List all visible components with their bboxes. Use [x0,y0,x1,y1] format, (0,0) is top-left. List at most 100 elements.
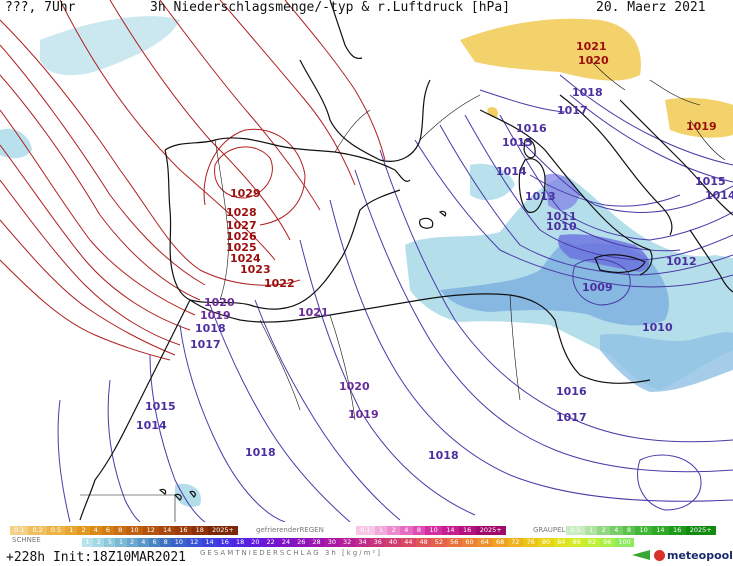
snow-area-balkan [665,97,733,138]
isobar-high [0,44,206,286]
brand-arrow-icon [632,550,650,560]
pressure-label-high: 1020 [578,54,609,67]
coast-morocco-atlantic [79,299,191,521]
graupel-legend-swatch: 14 [652,526,669,535]
precip-area-atlantic-nw [40,16,180,76]
isobar-low [379,149,733,443]
graupel-legend-title: GRAUPEL [533,526,566,534]
island-sicily [594,254,646,273]
map-date: 20. Maerz 2021 [596,0,706,15]
pressure-label-low: 1018 [195,322,226,335]
coast-iberia-north [164,137,411,182]
border [589,59,626,91]
total-legend-swatch: 20 [247,538,264,547]
total-legend-swatch: 80 [538,538,554,547]
coast-italy-adriatic [559,94,673,236]
isobar-low [569,94,733,183]
isobar-low [479,89,566,113]
snow-legend-swatch: 2025+ [207,526,239,535]
pressure-label-low: 1017 [190,338,221,351]
pressure-label-high: 1028 [226,206,257,219]
isobars-low [57,74,733,523]
model-run-info: +228h Init:18Z10MAR2021 [6,550,187,565]
snow-legend-swatch: 8 [114,526,127,535]
graupel-legend-swatch: 4 [610,526,623,535]
snow-legend-swatch: 4 [89,526,102,535]
pressure-label-low: 1016 [556,385,587,398]
border [419,94,481,141]
isobar-low-closed [572,258,631,306]
brand-name: meteopool.org [667,548,733,562]
total-legend-swatch: 6 [148,538,161,547]
total-legend-swatch: 44 [400,538,416,547]
pressure-label-high: 1029 [230,187,261,200]
pressure-label-low: 1010 [642,321,673,334]
pressure-label-high: 1023 [240,263,271,276]
island-menorca [438,210,447,217]
precip-area-atlantic-w [0,128,32,159]
canary-islands [158,488,196,501]
isobar-high [0,259,171,361]
pressure-label-low: 1018 [245,446,276,459]
isobar-low [354,169,733,473]
isobar-low [149,354,206,523]
total-legend-swatch: 48 [416,538,432,547]
isobar-low [529,174,681,207]
freezing-rain-scale: 0.1 1 2 4 8 10 14 16 2025+ [356,526,506,535]
pressure-label-low: 1020 [339,380,370,393]
total-precip-scale: 1 2 5 1 2 4 6 8 10 12 14 16 18 20 22 24 26 28 30 32 34 36 40 44… [82,538,635,547]
coastlines [79,0,733,521]
isobar-low [254,299,401,521]
border [689,119,726,161]
brand-dot-icon [654,549,665,561]
pressure-label-high: 1021 [576,40,607,53]
graupel-legend-swatch: 10 [635,526,652,535]
snow-legend-swatch: 16 [175,526,192,535]
graupel-legend-swatch: 16 [668,526,686,535]
freezing-legend-swatch: 10 [425,526,442,535]
snow-legend-swatch: 12 [142,526,159,535]
isobar-low [107,379,141,523]
total-legend-swatch: 5 [104,538,116,547]
island-mallorca [419,217,434,229]
coast-north-africa [189,293,651,384]
pressure-label-high: 1025 [226,241,257,254]
pressure-label-high: 1022 [264,277,295,290]
total-legend-swatch: 18 [232,538,248,547]
isobar-high [0,19,301,286]
isobar-low [559,219,681,252]
pressure-label-low: 1012 [666,255,697,268]
precip-area-sea [470,163,515,201]
brand-logo[interactable]: meteopool.org [654,546,733,564]
pressure-label-low: 1020 [204,296,235,309]
snow-legend-swatch: 6 [101,526,115,535]
isobar-low [499,114,733,241]
graupel-scale: 0.5 1 2 4 8 10 14 16 2025+ [566,526,716,535]
pressure-label-low: 1015 [145,400,176,413]
border [329,314,356,421]
total-legend-swatch: 14 [201,538,218,547]
snow-legend-title: SCHNEE [12,536,41,544]
isobar-low [57,399,71,523]
pressure-label-low: 1014 [705,189,733,202]
total-legend-swatch: 60 [461,538,478,547]
pressure-label-low: 1014 [496,165,527,178]
isobar-high [0,179,181,346]
total-legend-swatch: 72 [507,538,524,547]
isobar-low [519,139,733,213]
pressure-label-low: 1021 [298,306,329,319]
snow-legend-swatch: 0.2 [28,526,47,535]
total-legend-swatch: 76 [523,538,539,547]
pressure-label-high: 1026 [226,230,257,243]
pressure-label-low: 1016 [516,122,547,135]
freezing-legend-swatch: 16 [458,526,476,535]
pressure-label-low: 1018 [572,86,603,99]
snow-scale: 0.1 0.2 0.5 1 2 4 6 8 10 12 14 16 18 2025+ [10,526,239,535]
graupel-legend-swatch: 8 [622,526,636,535]
coast-iberia-south [189,189,401,310]
freezing-legend-swatch: 4 [400,526,413,535]
pressure-label-low: 1017 [556,411,587,424]
snow-area-alps [460,18,641,81]
map-header: ???, 7Uhr 3h Niederschlagsmenge/-typ & r… [0,0,733,20]
